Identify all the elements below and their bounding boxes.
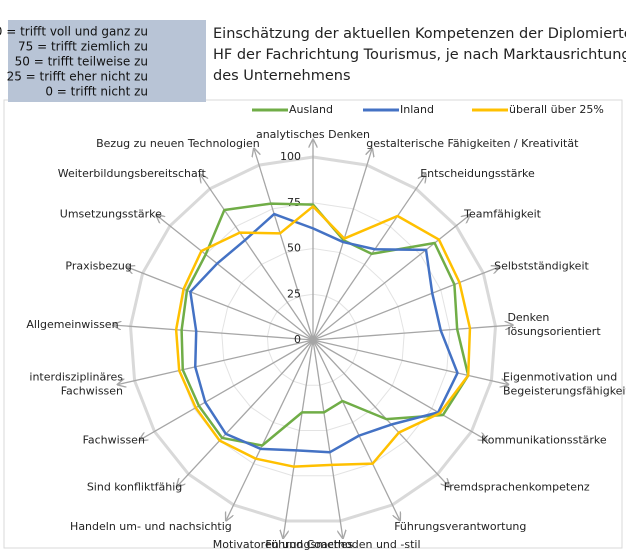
spoke bbox=[312, 339, 400, 520]
r-tick-label: 50 bbox=[287, 242, 301, 255]
label-line: Denken bbox=[507, 311, 549, 324]
spoke bbox=[140, 339, 314, 440]
r-tick-label: 75 bbox=[287, 196, 301, 209]
series-line bbox=[174, 205, 472, 468]
label-line: Führungsmethoden und -stil bbox=[265, 538, 420, 551]
scale-note: 100 = trifft voll und ganz zu bbox=[0, 25, 148, 39]
grid-ring bbox=[221, 247, 405, 431]
label-line: Kommunikationsstärke bbox=[481, 434, 607, 447]
label-line: Eigenmotivation und bbox=[503, 371, 617, 384]
label-line: Motivatoren und Coaches bbox=[213, 538, 354, 551]
label-line: Entscheidungsstärke bbox=[420, 167, 535, 180]
label-line: Begeisterungsfähigkeit bbox=[503, 385, 626, 398]
scale-note: 50 = trifft teilweise zu bbox=[15, 55, 148, 69]
category-label: Eigenmotivation und Begeisterungsfähigkei… bbox=[503, 371, 626, 398]
category-label: Weiterbildungsbereitschaft bbox=[58, 167, 207, 180]
spoke bbox=[312, 339, 343, 537]
category-label: Führungsverantwortung bbox=[394, 520, 526, 533]
legend-label: überall über 25% bbox=[509, 103, 604, 116]
spoke bbox=[127, 267, 314, 341]
category-label: Praxisbezug bbox=[65, 260, 131, 273]
chart-title: HF der Fachrichtung Tourismus, je nach M… bbox=[213, 47, 626, 63]
label-line: Führungsverantwortung bbox=[394, 520, 526, 533]
category-label: Umsetzungsstärke bbox=[60, 208, 162, 221]
scale-note: 0 = trifft nicht zu bbox=[45, 85, 148, 99]
label-line: Bezug zu neuen Technologien bbox=[96, 137, 260, 150]
label-line: Praxisbezug bbox=[65, 260, 131, 273]
category-label: gestalterische Fähigkeiten / Kreativität bbox=[366, 137, 579, 150]
category-label: Bezug zu neuen Technologien bbox=[96, 137, 260, 150]
series-line bbox=[180, 202, 470, 447]
spoke bbox=[312, 267, 499, 341]
spoke bbox=[312, 175, 425, 341]
category-label: Denken lösungsorientiert bbox=[507, 311, 601, 338]
label-line: Teamfähigkeit bbox=[463, 208, 541, 221]
spoke bbox=[312, 339, 486, 440]
r-tick-label: 25 bbox=[287, 287, 301, 300]
category-label: Handeln um- und nachsichtig bbox=[70, 520, 232, 533]
label-line: Sind konfliktfähig bbox=[87, 480, 182, 493]
label-line: Fachwissen bbox=[61, 385, 123, 398]
spoke bbox=[312, 216, 469, 341]
label-line: Selbstständigkeit bbox=[494, 260, 589, 273]
spoke bbox=[283, 339, 314, 537]
spoke bbox=[177, 339, 314, 486]
label-line: Fachwissen bbox=[83, 434, 145, 447]
category-label: Motivatoren und Coaches bbox=[213, 538, 354, 551]
label-line: gestalterische Fähigkeiten / Kreativität bbox=[366, 137, 579, 150]
spoke bbox=[201, 175, 314, 341]
spoke bbox=[312, 339, 507, 384]
chart-title: des Unternehmens bbox=[213, 68, 351, 84]
category-label: Fachwissen bbox=[83, 434, 145, 447]
chart-title: Einschätzung der aktuellen Kompetenzen d… bbox=[213, 26, 626, 42]
grid-ring bbox=[128, 155, 498, 523]
category-label: interdisziplinäres Fachwissen bbox=[29, 371, 123, 398]
category-label: analytisches Denken bbox=[256, 128, 370, 141]
plot-frame bbox=[3, 99, 623, 549]
legend-label: Ausland bbox=[289, 103, 333, 116]
legend-label: Inland bbox=[400, 103, 434, 116]
series-line bbox=[189, 212, 459, 454]
label-line: Umsetzungsstärke bbox=[60, 208, 162, 221]
category-label: Führungsmethoden und -stil bbox=[265, 538, 420, 551]
spoke bbox=[157, 216, 314, 341]
r-tick-label: 0 bbox=[294, 333, 301, 346]
category-label: Allgemeinwissen bbox=[26, 318, 118, 331]
category-label: Entscheidungsstärke bbox=[420, 167, 535, 180]
label-line: Allgemeinwissen bbox=[26, 318, 118, 331]
category-label: Selbstständigkeit bbox=[494, 260, 589, 273]
grid-ring bbox=[266, 293, 360, 386]
label-line: Handeln um- und nachsichtig bbox=[70, 520, 232, 533]
label-line: Fremdsprachenkompetenz bbox=[444, 480, 590, 493]
category-label: Kommunikationsstärke bbox=[481, 434, 607, 447]
spoke bbox=[312, 339, 449, 486]
label-line: lösungsorientiert bbox=[507, 325, 601, 338]
spoke bbox=[226, 339, 314, 520]
spoke bbox=[119, 339, 314, 384]
r-tick-label: 100 bbox=[280, 150, 301, 163]
label-line: Weiterbildungsbereitschaft bbox=[58, 167, 207, 180]
label-line: analytisches Denken bbox=[256, 128, 370, 141]
category-label: Fremdsprachenkompetenz bbox=[444, 480, 590, 493]
scale-note: 25 = trifft eher nicht zu bbox=[7, 70, 148, 84]
scale-note-box bbox=[8, 20, 206, 102]
category-label: Sind konfliktfähig bbox=[87, 480, 182, 493]
spoke bbox=[312, 149, 372, 341]
category-label: Teamfähigkeit bbox=[463, 208, 541, 221]
spoke bbox=[312, 325, 512, 341]
spoke bbox=[254, 149, 314, 341]
label-line: interdisziplinäres bbox=[29, 371, 123, 384]
spoke bbox=[114, 325, 314, 341]
scale-note: 75 = trifft ziemlich zu bbox=[18, 40, 148, 54]
